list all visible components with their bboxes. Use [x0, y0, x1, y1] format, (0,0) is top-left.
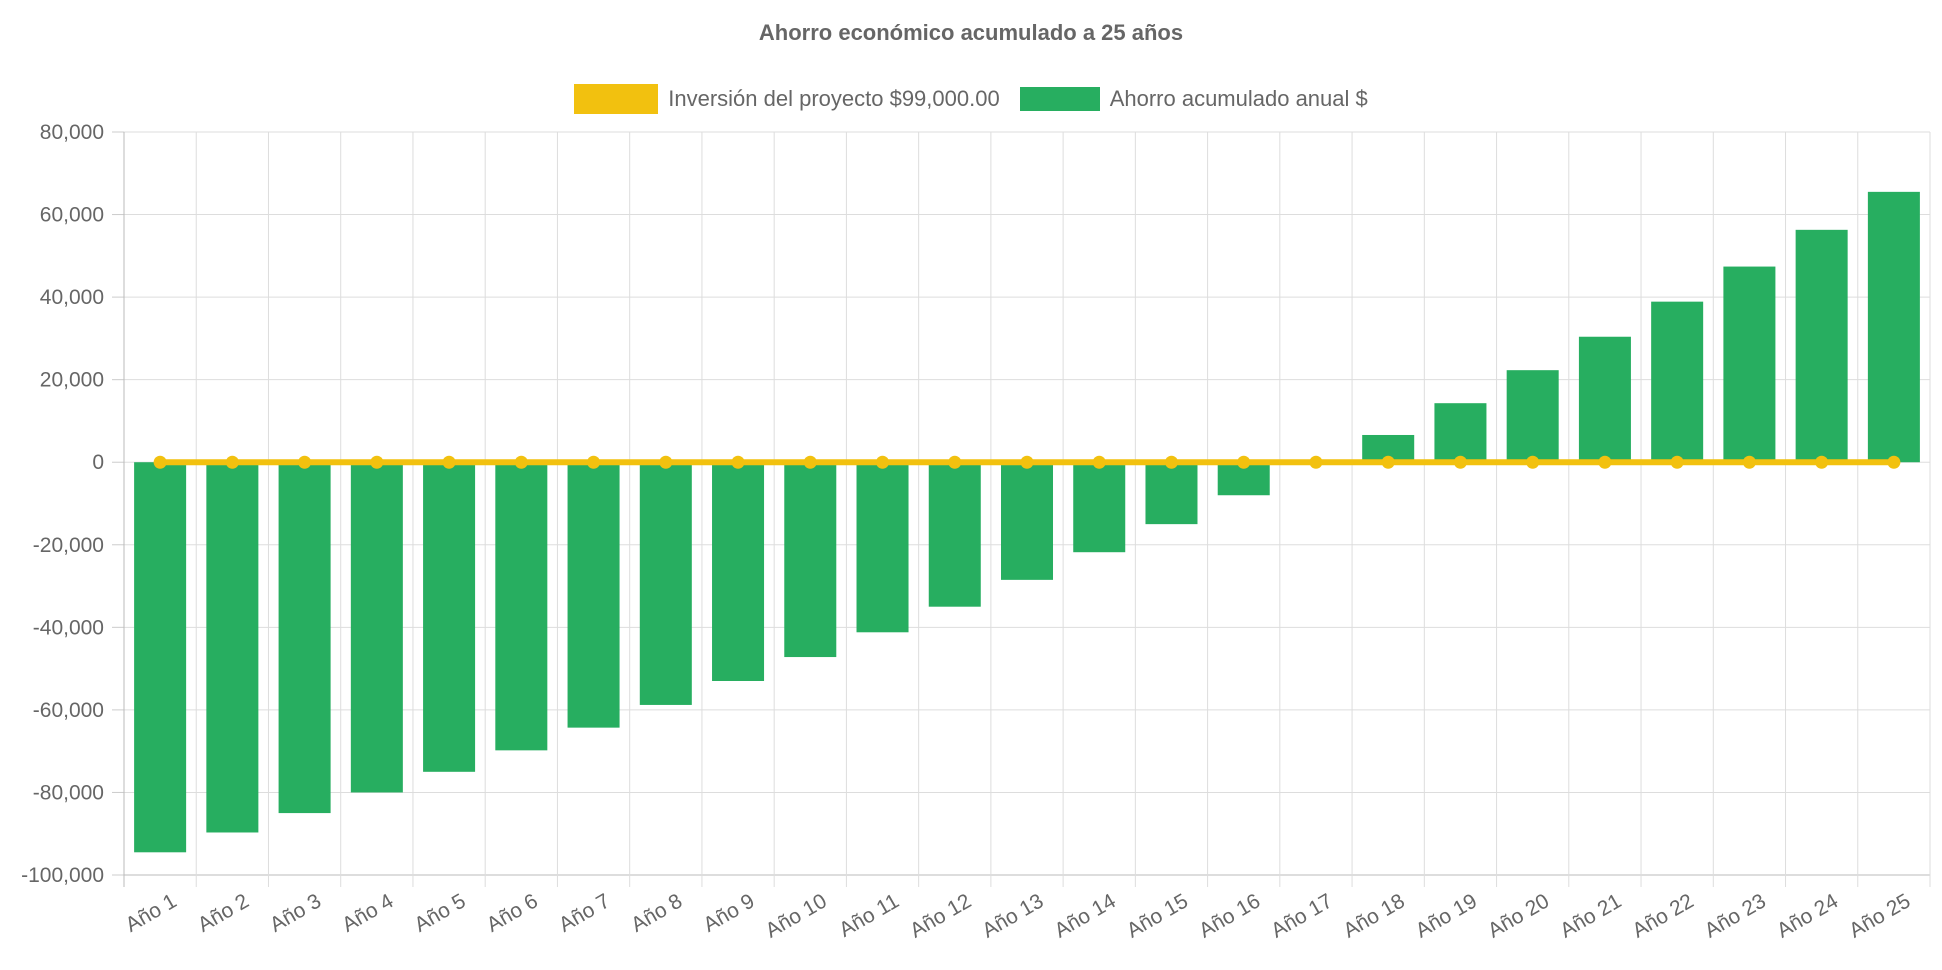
x-tick-label: Año 25 — [1845, 889, 1914, 942]
y-tick-label: -20,000 — [33, 534, 104, 557]
y-tick-label: 60,000 — [40, 204, 104, 227]
bar — [1000, 462, 1054, 580]
bar — [1651, 301, 1704, 463]
line-point — [442, 455, 456, 469]
line-point — [1020, 455, 1034, 469]
line-point — [731, 455, 745, 469]
line-point — [370, 455, 384, 469]
bar — [639, 462, 692, 705]
line-point — [1670, 455, 1684, 469]
bar — [495, 462, 548, 751]
bar — [928, 462, 981, 607]
x-tick-label: Año 21 — [1556, 889, 1625, 942]
x-tick-label: Año 5 — [411, 889, 470, 936]
line-point — [153, 455, 167, 469]
x-tick-label: Año 20 — [1484, 889, 1553, 942]
x-tick-label: Año 24 — [1773, 889, 1842, 942]
line-point — [1526, 455, 1540, 469]
chart-title: Ahorro económico acumulado a 25 años — [758, 20, 1184, 45]
legend-label-savings: Ahorro acumulado anual $ — [1109, 86, 1368, 111]
line-point — [1237, 455, 1251, 469]
legend-swatch-investment — [574, 84, 659, 114]
legend: Inversión del proyecto $99,000.00 Ahorro… — [0, 84, 1942, 114]
line-point — [659, 455, 673, 469]
bar — [423, 462, 476, 772]
line-point — [1092, 455, 1106, 469]
y-tick-label: -40,000 — [33, 616, 104, 639]
x-tick-label: Año 6 — [483, 889, 542, 936]
x-tick-label: Año 23 — [1701, 889, 1770, 942]
x-tick-label: Año 12 — [906, 889, 975, 942]
y-tick-label: -80,000 — [33, 781, 104, 804]
x-tick-label: Año 3 — [266, 889, 325, 936]
bar — [1073, 462, 1126, 553]
bar — [1795, 229, 1848, 463]
x-tick-label: Año 17 — [1267, 889, 1336, 942]
x-tick-label: Año 22 — [1629, 889, 1698, 942]
x-tick-label: Año 10 — [762, 889, 831, 942]
x-tick-label: Año 1 — [122, 889, 181, 936]
line-point — [803, 455, 817, 469]
y-tick-label: -60,000 — [33, 699, 104, 722]
bar — [1434, 403, 1487, 463]
legend-item-savings[interactable]: Ahorro acumulado anual $ — [1019, 86, 1368, 112]
x-tick-label: Año 16 — [1195, 889, 1264, 942]
y-tick-label: 40,000 — [40, 286, 104, 309]
line-point — [1453, 455, 1467, 469]
line-point — [1309, 455, 1323, 469]
line-point — [1742, 455, 1756, 469]
x-tick-label: Año 7 — [555, 889, 614, 936]
bar — [567, 462, 620, 728]
bar — [1145, 462, 1198, 525]
bar — [856, 462, 909, 633]
bar — [1506, 370, 1559, 463]
bar — [1723, 266, 1776, 463]
legend-label-investment: Inversión del proyecto $99,000.00 — [668, 86, 1000, 111]
y-tick-label: 20,000 — [40, 369, 104, 392]
line-point — [587, 455, 601, 469]
x-tick-label: Año 15 — [1123, 889, 1192, 942]
bar — [134, 462, 187, 853]
y-tick-label: 0 — [92, 451, 104, 474]
line-point — [1598, 455, 1612, 469]
bar — [278, 462, 331, 814]
line-series — [153, 455, 1901, 469]
line-point — [225, 455, 239, 469]
bar — [712, 462, 765, 681]
bar — [1867, 191, 1920, 463]
line-point — [1381, 455, 1395, 469]
line-point — [1164, 455, 1178, 469]
bar — [350, 462, 403, 793]
line-point — [514, 455, 528, 469]
line-point — [948, 455, 962, 469]
x-tick-label: Año 14 — [1051, 889, 1120, 942]
x-tick-label: Año 8 — [627, 889, 686, 936]
line-point — [876, 455, 890, 469]
x-tick-label: Año 2 — [194, 889, 253, 936]
line-point — [1887, 455, 1901, 469]
bar — [784, 462, 837, 658]
y-tick-label: -100,000 — [21, 864, 104, 887]
x-tick-label: Año 9 — [700, 889, 759, 936]
x-tick-label: Año 11 — [835, 889, 903, 941]
legend-swatch-savings — [1019, 87, 1100, 111]
x-tick-label: Año 19 — [1412, 889, 1481, 942]
bar-series — [134, 191, 1920, 853]
bar — [206, 462, 259, 833]
line-point — [1815, 455, 1829, 469]
x-tick-label: Año 13 — [978, 889, 1047, 942]
y-tick-label: 80,000 — [40, 121, 104, 144]
x-tick-label: Año 18 — [1340, 889, 1409, 942]
bar — [1578, 336, 1631, 463]
x-tick-label: Año 4 — [338, 889, 397, 937]
line-point — [298, 455, 312, 469]
legend-item-investment[interactable]: Inversión del proyecto $99,000.00 — [574, 84, 1000, 114]
